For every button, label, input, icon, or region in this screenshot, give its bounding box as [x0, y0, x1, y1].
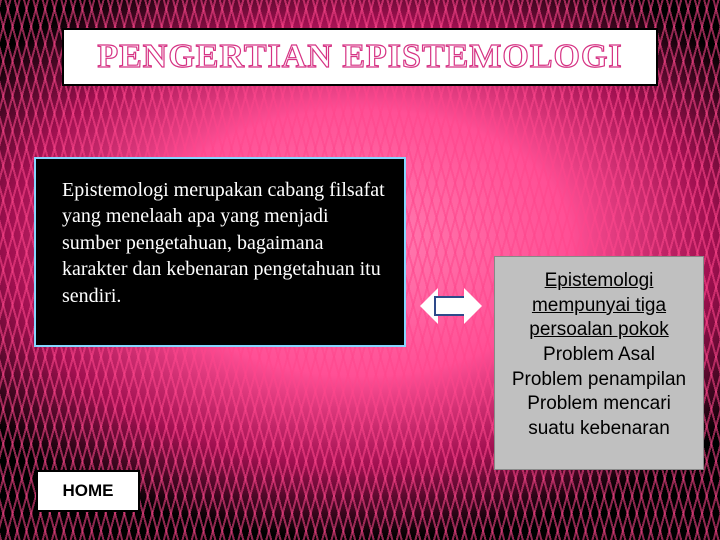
definition-text: Epistemologi merupakan cabang filsafat y…: [62, 177, 388, 309]
points-line: mempunyai tiga: [503, 294, 695, 319]
home-button[interactable]: HOME: [36, 470, 140, 512]
points-line: persoalan pokok: [503, 318, 695, 343]
points-line: Problem penampilan: [503, 368, 695, 393]
points-line: Epistemologi: [503, 269, 695, 294]
definition-panel: Epistemologi merupakan cabang filsafat y…: [34, 157, 406, 347]
points-line: suatu kebenaran: [503, 417, 695, 442]
points-panel: Epistemologi mempunyai tiga persoalan po…: [494, 256, 704, 470]
page-title: PENGERTIAN EPISTEMOLOGI: [97, 38, 622, 76]
double-arrow-icon: [420, 288, 482, 324]
points-line: Problem Asal: [503, 343, 695, 368]
title-box: PENGERTIAN EPISTEMOLOGI: [62, 28, 658, 86]
points-line: Problem mencari: [503, 392, 695, 417]
home-label: HOME: [63, 481, 114, 501]
